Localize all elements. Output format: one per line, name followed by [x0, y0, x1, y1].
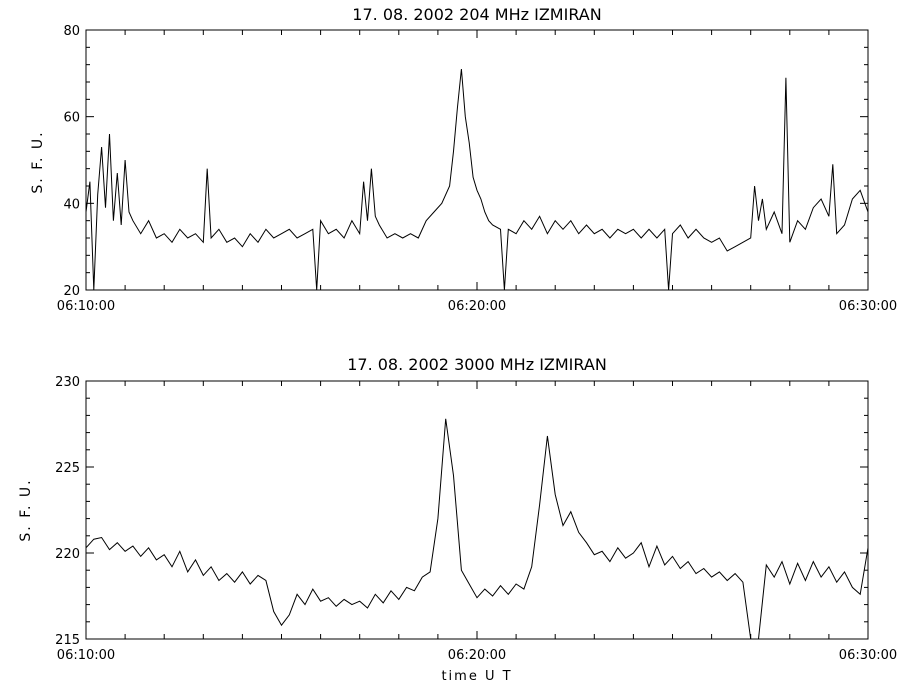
y-tick-label: 220: [55, 547, 80, 562]
chart-panel-204mhz: 17. 08. 2002 204 MHz IZMIRAN S. F. U. 06…: [30, 5, 897, 314]
chart-title: 17. 08. 2002 3000 MHz IZMIRAN: [347, 355, 607, 374]
x-axis-label: time U T: [441, 669, 512, 684]
series-line: [85, 418, 869, 640]
chart-panel-3000mhz: 17. 08. 2002 3000 MHz IZMIRAN S. F. U. t…: [18, 355, 897, 684]
y-tick-label: 20: [63, 284, 80, 299]
plot-frame: [85, 380, 869, 640]
x-tick-label: 06:10:00: [57, 299, 115, 314]
x-tick-label: 06:20:00: [448, 299, 506, 314]
y-tick-label: 40: [63, 197, 80, 212]
y-tick-label: 80: [63, 24, 80, 39]
y-tick-label: 215: [55, 633, 80, 648]
y-tick-label: 230: [55, 375, 80, 390]
y-tick-label: 60: [63, 111, 80, 126]
plot-frame: [85, 29, 869, 291]
x-tick-label: 06:30:00: [839, 299, 897, 314]
x-tick-label: 06:30:00: [839, 648, 897, 663]
series-line: [85, 68, 869, 291]
x-tick-label: 06:20:00: [448, 648, 506, 663]
y-axis-label: S. F. U.: [18, 478, 34, 541]
y-axis-label: S. F. U.: [30, 130, 46, 193]
x-tick-label: 06:10:00: [57, 648, 115, 663]
chart-title: 17. 08. 2002 204 MHz IZMIRAN: [352, 5, 601, 24]
y-tick-label: 225: [55, 461, 80, 476]
